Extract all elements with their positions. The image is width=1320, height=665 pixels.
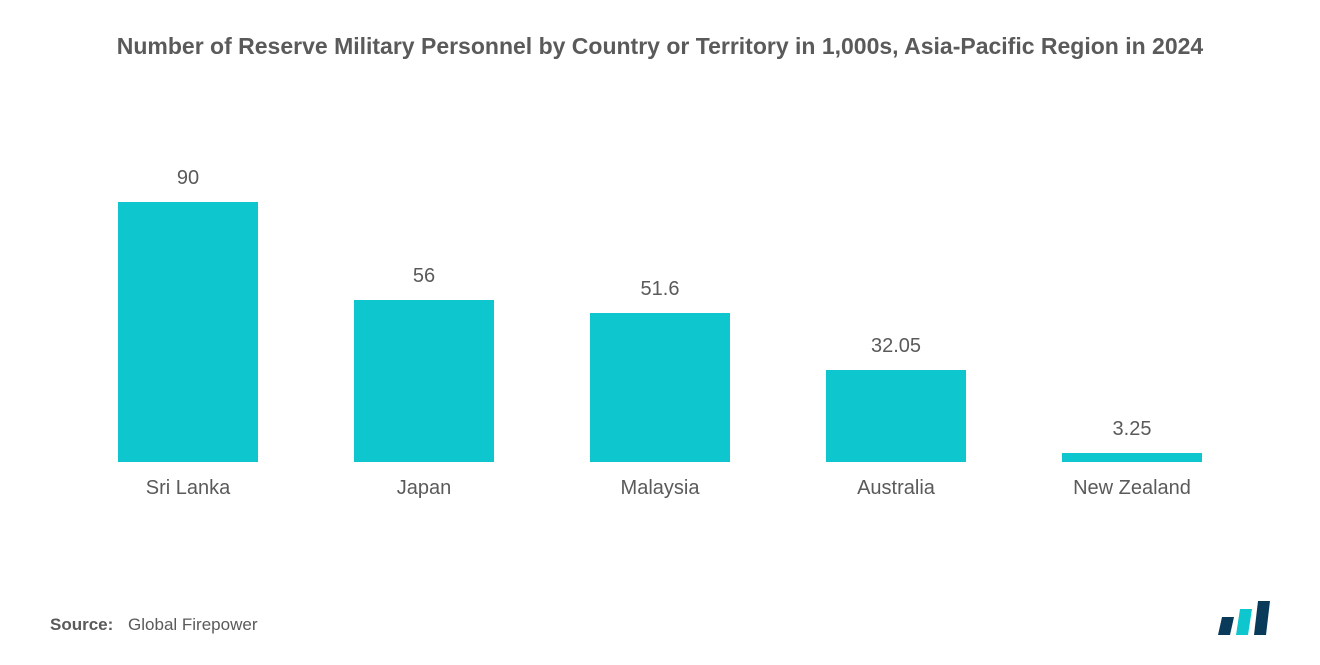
chart-title: Number of Reserve Military Personnel by … <box>50 30 1270 62</box>
footer-row: Source: Global Firepower <box>50 599 1270 635</box>
x-axis-label: Japan <box>306 477 542 500</box>
bar-group: 56 <box>306 142 542 462</box>
bar-group: 32.05 <box>778 142 1014 462</box>
bar <box>826 370 966 463</box>
source-label: Source: <box>50 615 113 634</box>
bar <box>118 202 258 462</box>
bar <box>1062 453 1202 462</box>
source-value: Global Firepower <box>128 615 257 634</box>
x-axis-label: New Zealand <box>1014 477 1250 500</box>
x-axis-labels: Sri LankaJapanMalaysiaAustraliaNew Zeala… <box>50 477 1270 500</box>
bar-group: 3.25 <box>1014 142 1250 462</box>
x-axis-label: Sri Lanka <box>70 477 306 500</box>
bar-value-label: 51.6 <box>641 278 680 301</box>
bar-group: 90 <box>70 142 306 462</box>
bar-value-label: 3.25 <box>1113 418 1152 441</box>
bar <box>590 313 730 462</box>
bar <box>354 300 494 462</box>
source-attribution: Source: Global Firepower <box>50 615 257 635</box>
bar-value-label: 90 <box>177 167 199 190</box>
x-axis-label: Malaysia <box>542 477 778 500</box>
bar-value-label: 32.05 <box>871 335 921 358</box>
bar-group: 51.6 <box>542 142 778 462</box>
mordor-intelligence-logo-icon <box>1214 599 1270 635</box>
chart-plot-area: 90 56 51.6 32.05 3.25 <box>50 142 1270 462</box>
bar-value-label: 56 <box>413 265 435 288</box>
x-axis-label: Australia <box>778 477 1014 500</box>
